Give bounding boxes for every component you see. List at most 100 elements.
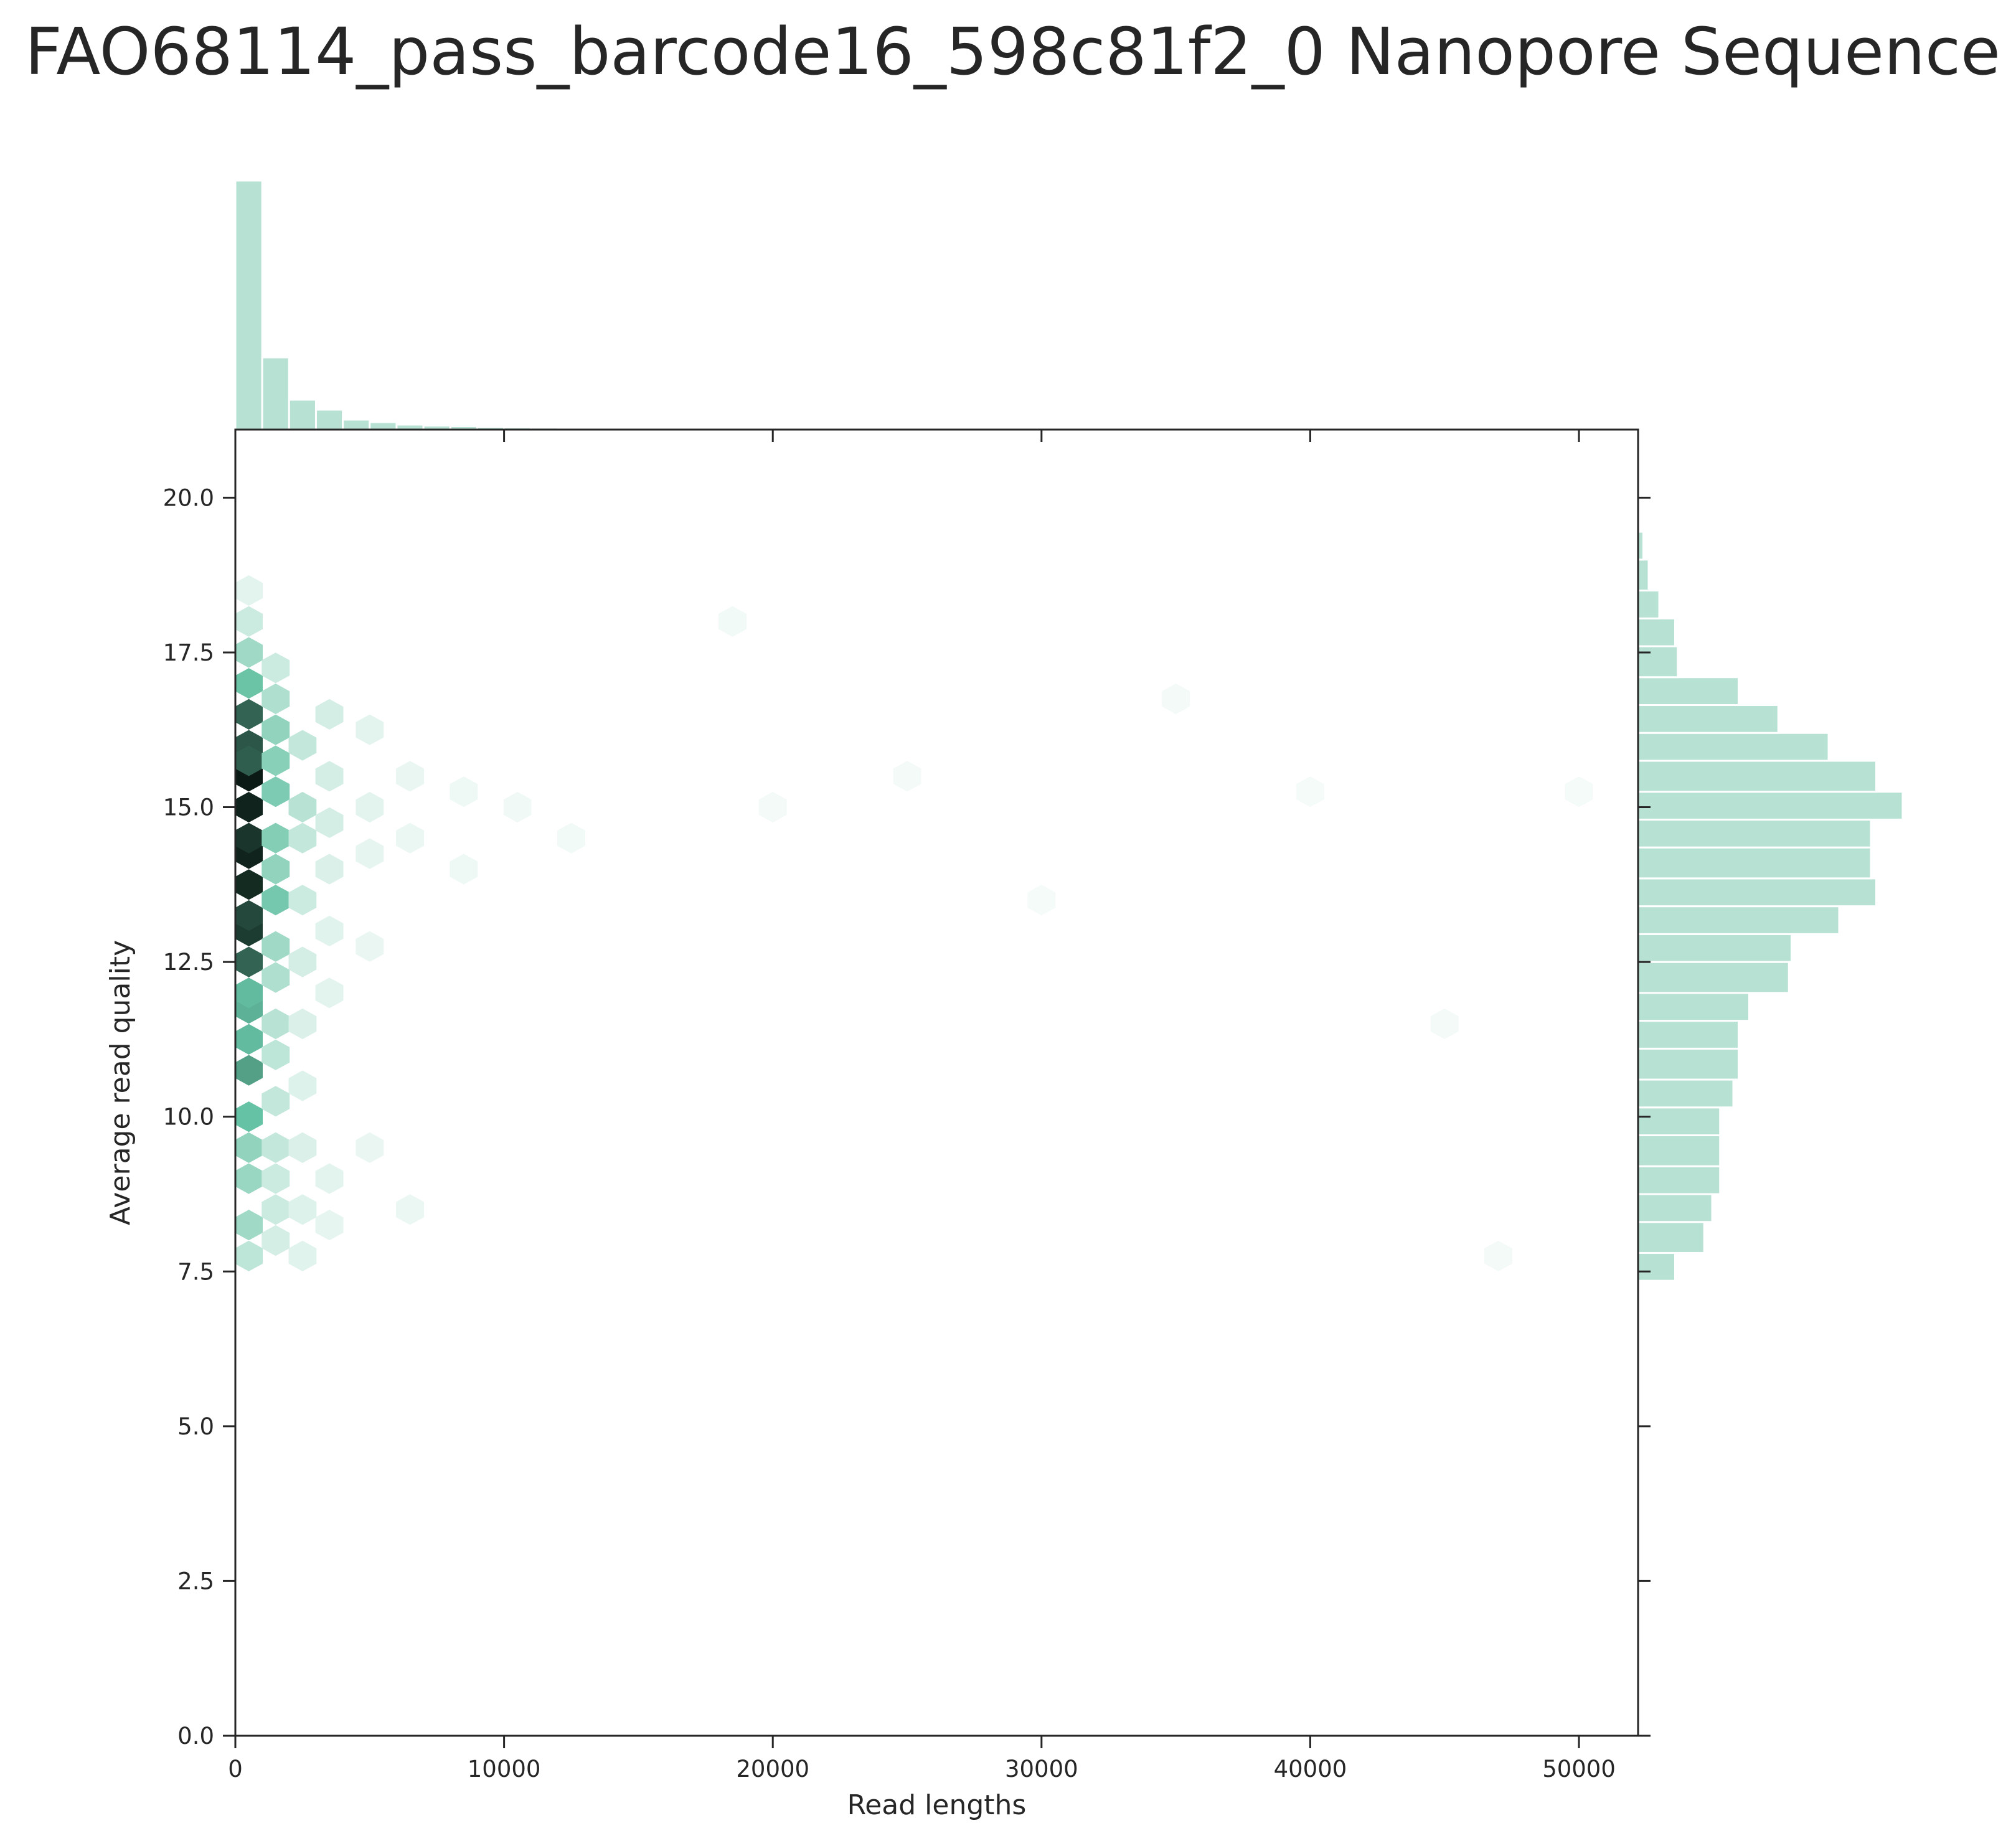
x-tick-label: 30000 (1005, 1756, 1078, 1782)
hex-cell (288, 822, 317, 854)
hex-cell (261, 962, 290, 993)
hex-cell (718, 606, 747, 637)
y-tick-label: 0.0 (177, 1723, 214, 1749)
hex-cell (235, 637, 263, 668)
hex-cell (503, 791, 532, 823)
hex-cell (315, 915, 344, 946)
y-tick-label: 5.0 (177, 1413, 214, 1440)
hex-cell (235, 1132, 263, 1163)
y-hist-bar (1637, 1221, 1705, 1254)
y-axis-label: Average read quality (105, 940, 136, 1225)
hex-cell (235, 1240, 263, 1271)
hex-cell (288, 791, 317, 823)
y-hist-bar (1637, 1078, 1735, 1109)
hex-cell (235, 900, 263, 931)
hex-cell (1484, 1240, 1512, 1271)
x-hist-bar (261, 356, 290, 431)
x-hist-bar (288, 398, 317, 431)
y-hist-bar (1637, 1193, 1713, 1223)
hex-cell (235, 791, 263, 823)
axis-ticks: 0 10000 20000 30000 40000 50000 0.0 2.5 5.0 7.5 10… (163, 430, 1651, 1782)
hex-cell (288, 1194, 317, 1225)
hex-cell (356, 1132, 384, 1163)
hex-cell (288, 885, 317, 916)
hex-cell (235, 668, 263, 699)
x-hist-bar (342, 418, 371, 431)
hex-cell (288, 730, 317, 761)
chart-title: FAO68114_pass_barcode16_598c81f2_0 Nanop… (25, 14, 2001, 90)
hex-cell (1027, 885, 1056, 916)
hex-cell (396, 1194, 424, 1225)
hex-cell (261, 1008, 290, 1040)
y-tick-label: 15.0 (163, 794, 214, 821)
hex-cell (450, 776, 478, 807)
hex-cell (261, 1194, 290, 1225)
hex-cell (288, 946, 317, 977)
hex-cell (235, 745, 263, 776)
plot-frame (234, 428, 1639, 1737)
hex-cell (356, 838, 384, 869)
hex-cell (235, 869, 263, 900)
hex-cell (261, 714, 290, 745)
hex-cell (261, 1086, 290, 1117)
hex-cell (1565, 776, 1593, 807)
marginal-y-histogram (1637, 530, 1904, 1282)
x-hist-bar (234, 179, 263, 431)
y-hist-bar (1637, 877, 1877, 908)
hex-cell (288, 1070, 317, 1101)
hex-cell (235, 575, 263, 606)
y-hist-bar (1637, 704, 1779, 734)
hex-cell (261, 885, 290, 916)
hex-cell (288, 1132, 317, 1163)
hex-cell (1430, 1008, 1459, 1040)
hex-cell (261, 1039, 290, 1070)
hex-cell (261, 776, 290, 807)
hex-cell (893, 761, 921, 792)
y-hist-bar (1637, 1165, 1722, 1195)
hex-cell (261, 745, 290, 776)
hexbin-layer (235, 575, 1593, 1271)
y-hist-bar (1637, 905, 1840, 935)
hex-cell (261, 1163, 290, 1194)
y-hist-bar (1637, 732, 1830, 762)
hex-cell (1162, 683, 1190, 715)
y-hist-bar (1637, 1106, 1722, 1137)
hex-cell (758, 791, 787, 823)
hex-cell (261, 931, 290, 962)
hex-cell (261, 1225, 290, 1256)
y-hist-bar (1637, 590, 1660, 619)
hex-cell (315, 1210, 344, 1241)
y-hist-bar (1637, 1020, 1740, 1050)
hex-cell (261, 854, 290, 885)
hex-cell (235, 1101, 263, 1132)
y-tick-label: 2.5 (177, 1568, 214, 1594)
y-hist-bar (1637, 1134, 1722, 1167)
x-axis-label: Read lengths (847, 1789, 1027, 1821)
y-hist-bar (1637, 676, 1740, 706)
y-hist-bar (1637, 791, 1904, 821)
hex-cell (450, 854, 478, 885)
hex-cell (288, 1008, 317, 1040)
y-hist-bar (1637, 645, 1679, 679)
hex-cell (235, 606, 263, 637)
y-hist-bar (1637, 760, 1877, 793)
x-tick-label: 50000 (1542, 1756, 1616, 1782)
hex-cell (315, 699, 344, 730)
hex-cell (396, 822, 424, 854)
y-tick-label: 17.5 (163, 639, 214, 666)
hex-cell (235, 699, 263, 730)
hex-cell (356, 714, 384, 745)
hex-cell (261, 822, 290, 854)
y-hist-bar (1637, 1251, 1676, 1282)
marginal-x-histogram (234, 179, 1070, 431)
hex-cell (261, 1132, 290, 1163)
hex-cell (261, 652, 290, 684)
y-hist-bar (1637, 617, 1676, 647)
y-hist-bar (1637, 1047, 1740, 1081)
y-hist-bar (1637, 818, 1872, 849)
hex-cell (315, 977, 344, 1009)
hex-cell (356, 931, 384, 962)
hex-cell (315, 761, 344, 792)
y-hist-bar (1637, 992, 1750, 1022)
y-tick-label: 10.0 (163, 1104, 214, 1131)
